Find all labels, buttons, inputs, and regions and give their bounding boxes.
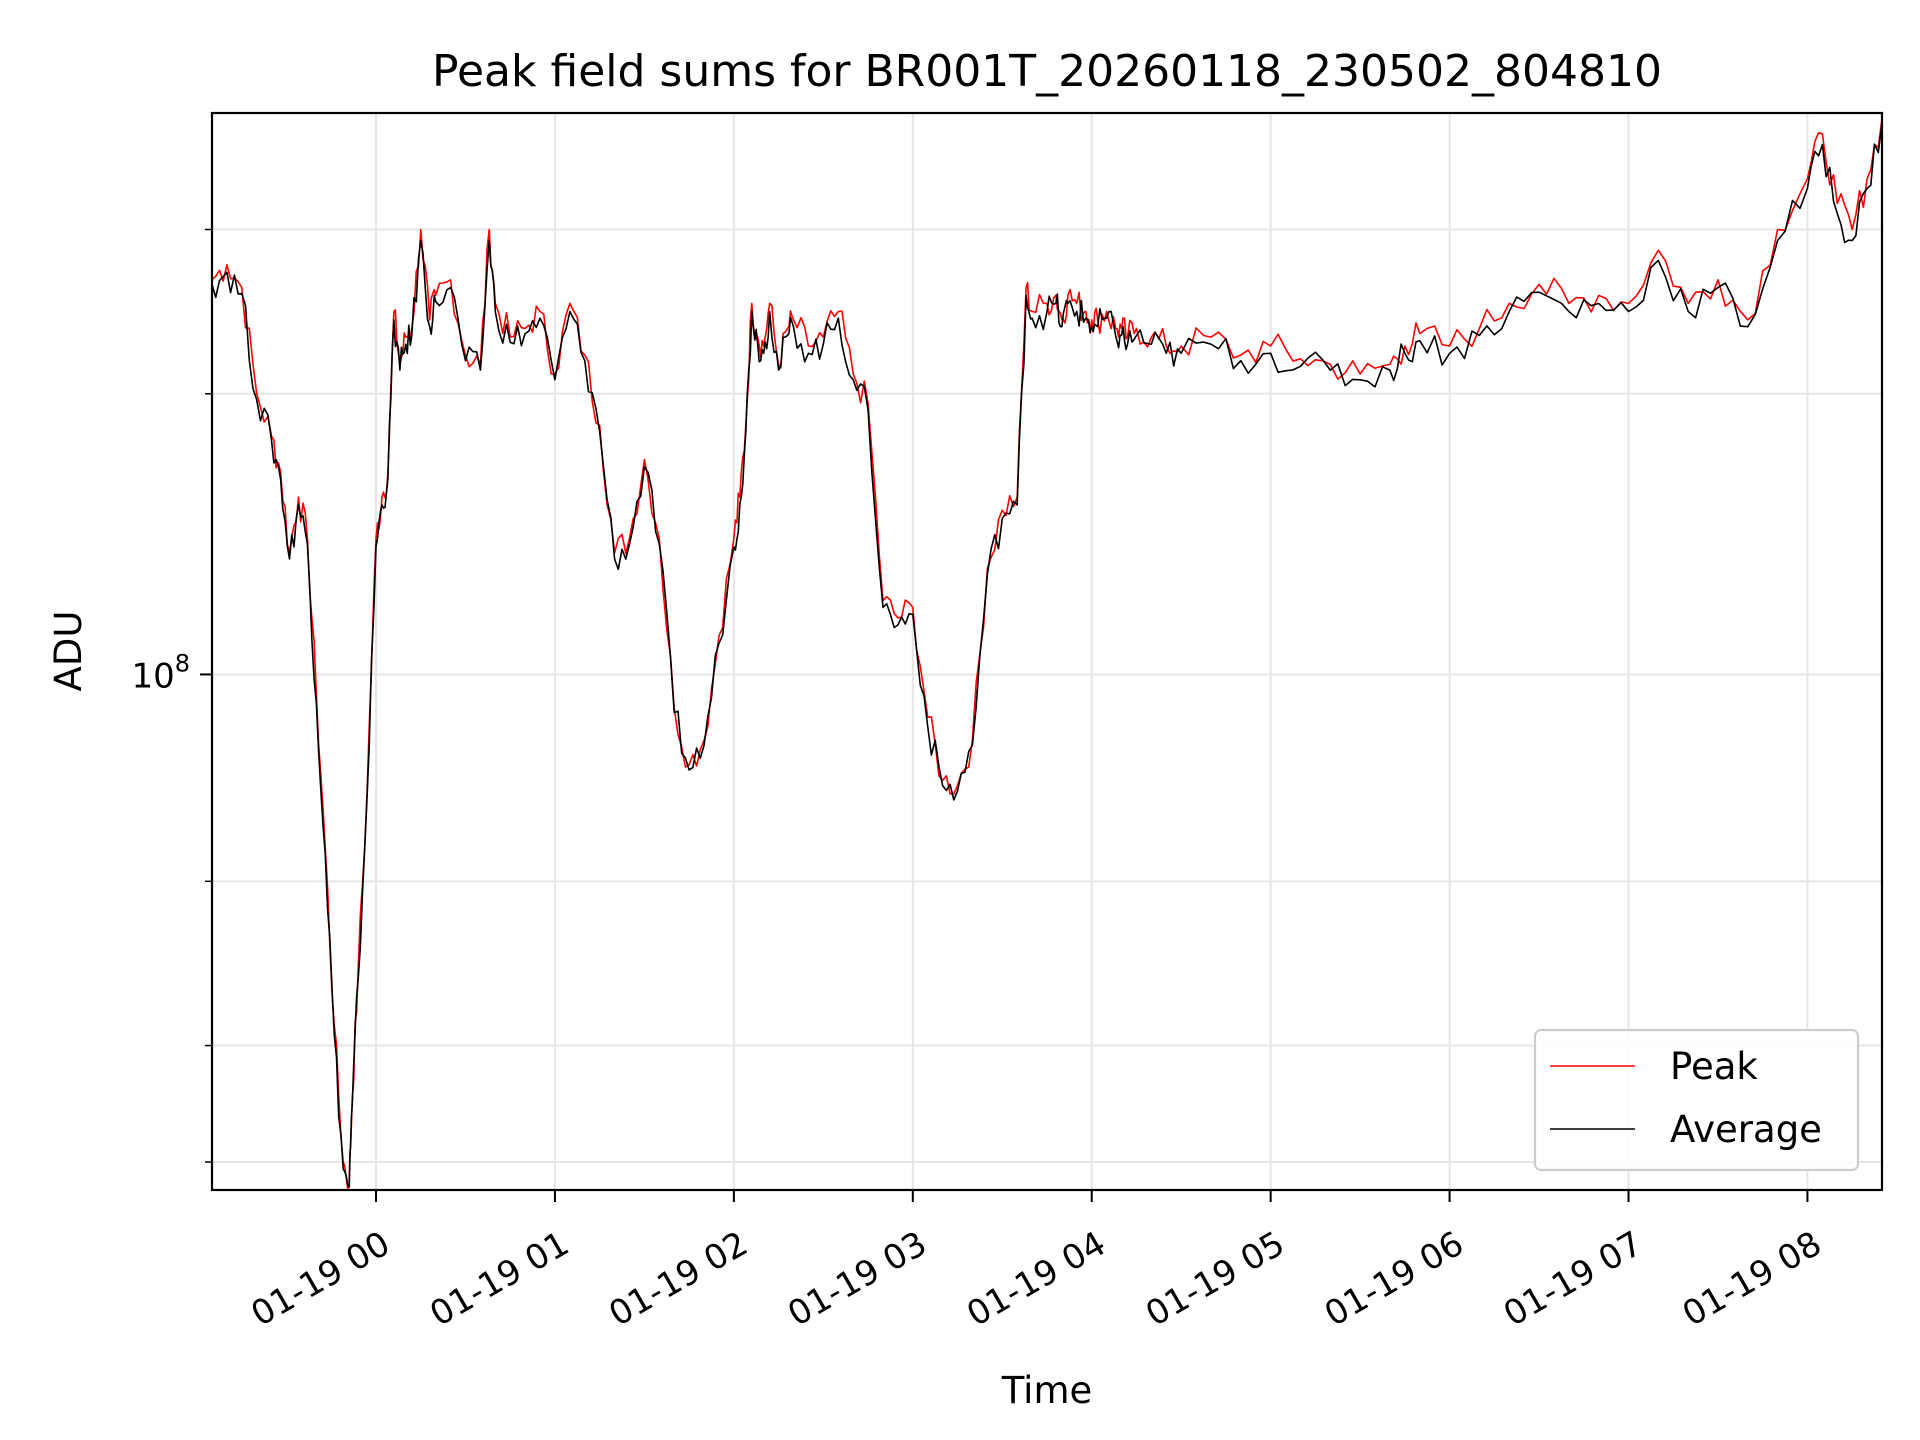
legend-peak-label: Peak [1670, 1045, 1758, 1088]
y-axis-label: ADU [47, 611, 90, 692]
x-axis-label: Time [1001, 1369, 1093, 1412]
plot-frame [210, 111, 1884, 1192]
legend-box [1533, 1028, 1860, 1172]
y-tick-label: 108 [131, 649, 190, 696]
legend-average-label: Average [1670, 1108, 1822, 1151]
series-line-average [211, 123, 1883, 1188]
series-lines [211, 118, 1883, 1190]
legend: Peak Average [1533, 1028, 1860, 1172]
grid [212, 113, 1882, 1190]
chart-title: Peak field sums for BR001T_20260118_2305… [432, 46, 1662, 97]
